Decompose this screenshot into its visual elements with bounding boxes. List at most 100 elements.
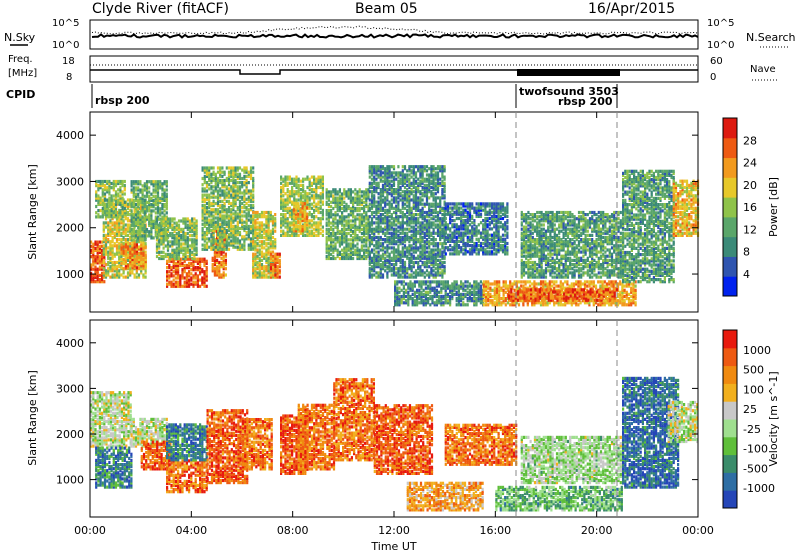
power-cell [365, 211, 367, 214]
power-cell [373, 273, 375, 276]
power-cell [411, 265, 413, 268]
power-cell [332, 228, 334, 231]
power-cell [107, 238, 109, 241]
power-cell [153, 209, 155, 212]
power-cell [263, 265, 265, 268]
power-cell [246, 175, 248, 178]
power-cell [107, 246, 109, 249]
power-cell [243, 204, 245, 207]
power-cell [371, 217, 373, 220]
power-cell [146, 180, 148, 183]
power-cell [206, 266, 208, 269]
power-cell [313, 228, 315, 231]
power-cell [263, 223, 265, 226]
power-cell [119, 180, 121, 183]
power-cell [337, 213, 339, 216]
power-cell [339, 194, 341, 197]
power-cell [339, 188, 341, 191]
power-cell [142, 184, 144, 187]
power-cell [287, 176, 289, 179]
power-cell [397, 230, 399, 233]
power-cell [192, 274, 194, 277]
power-cell [330, 205, 332, 208]
power-cell [393, 165, 395, 168]
power-cell [300, 192, 302, 195]
power-cell [228, 187, 230, 190]
power-cell [309, 203, 311, 206]
power-cell [252, 240, 254, 243]
power-cell [218, 261, 220, 264]
power-cell [124, 207, 126, 210]
power-cell [426, 246, 428, 249]
power-cell [181, 268, 183, 271]
power-cell [196, 219, 198, 222]
power-cell [382, 228, 384, 231]
power-cell [153, 220, 155, 223]
power-cell [206, 206, 208, 209]
power-cell [272, 236, 274, 239]
power-cell [184, 260, 186, 263]
power-cell [384, 257, 386, 260]
power-cell [422, 207, 424, 210]
power-cell [208, 187, 210, 190]
power-cell [406, 246, 408, 249]
power-cell [279, 259, 281, 262]
power-cell [391, 251, 393, 254]
power-cell [122, 190, 124, 193]
power-cell [103, 280, 105, 283]
power-cell [210, 173, 212, 176]
power-cell [125, 276, 127, 279]
power-cell [134, 243, 136, 246]
power-cell [252, 166, 254, 169]
power-cell [408, 190, 410, 193]
power-cell [185, 217, 187, 220]
power-cell [373, 176, 375, 179]
power-cell [417, 230, 419, 233]
power-cell [213, 185, 215, 188]
power-cell [408, 217, 410, 220]
power-cell [419, 196, 421, 199]
power-cell [417, 226, 419, 229]
power-cell [393, 188, 395, 191]
power-cell [184, 281, 186, 284]
power-cell [426, 211, 428, 214]
power-cell [371, 190, 373, 193]
power-cell [280, 234, 282, 237]
power-cell [363, 205, 365, 208]
power-cell [293, 190, 295, 193]
power-cell [133, 199, 135, 202]
power-cell [123, 258, 125, 261]
power-cell [406, 184, 408, 187]
power-cell [208, 219, 210, 222]
power-cell [350, 242, 352, 245]
power-cell [391, 257, 393, 260]
power-cell [167, 240, 169, 243]
power-cell [243, 175, 245, 178]
power-cell [114, 221, 116, 224]
power-cell [415, 269, 417, 272]
power-cell [217, 216, 219, 219]
power-cell [306, 176, 308, 179]
power-cell [426, 269, 428, 272]
power-cell [371, 165, 373, 168]
power-cell [241, 177, 243, 180]
power-cell [142, 188, 144, 191]
power-cell [116, 265, 118, 268]
power-cell [261, 263, 263, 266]
power-cell [95, 205, 97, 208]
power-cell [145, 269, 147, 272]
power-cell [97, 209, 99, 212]
power-cell [352, 236, 354, 239]
power-cell [169, 244, 171, 247]
power-cell [138, 252, 140, 255]
power-cell [165, 236, 167, 239]
power-cell [391, 221, 393, 224]
power-cell [320, 192, 322, 195]
power-cell [138, 266, 140, 269]
power-cell [228, 233, 230, 236]
power-cell [289, 190, 291, 193]
power-cell [265, 273, 267, 276]
power-cell [400, 215, 402, 218]
power-cell [424, 211, 426, 214]
power-cell [119, 186, 121, 189]
